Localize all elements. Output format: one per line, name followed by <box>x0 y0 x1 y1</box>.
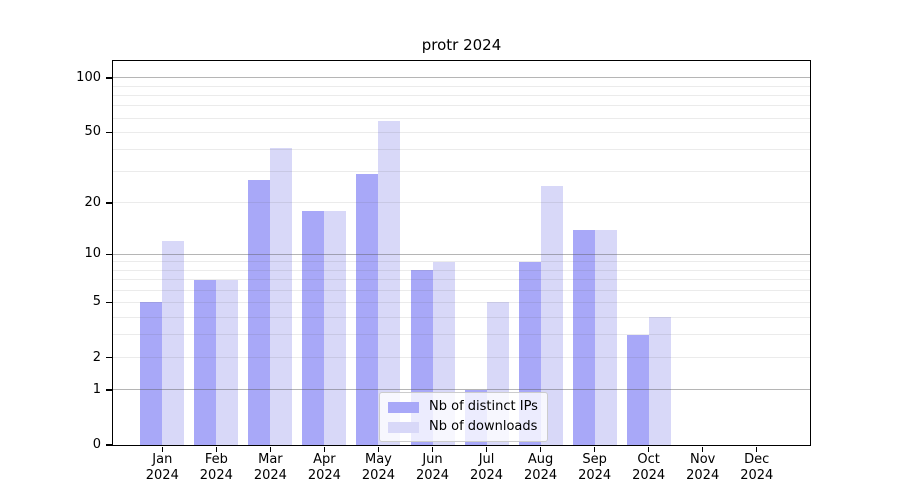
x-tick-month: Nov <box>690 452 716 467</box>
bar-downloads <box>324 210 347 445</box>
x-tick-year: 2024 <box>632 467 666 483</box>
x-tick-mark <box>755 446 758 452</box>
bar-downloads <box>540 185 563 445</box>
x-tick-label: Sep 2024 <box>567 452 623 483</box>
bar-distinct-ips <box>140 302 163 445</box>
x-tick-label: Apr 2024 <box>296 452 352 483</box>
legend-item-distinct-ips: Nb of distinct IPs <box>388 399 538 415</box>
x-tick-month: Aug <box>527 452 554 467</box>
y-tick-label: 2 <box>92 349 101 365</box>
bar-downloads <box>378 120 401 445</box>
x-tick-year: 2024 <box>524 467 558 483</box>
bar-distinct-ips <box>356 174 379 445</box>
y-tick-label: 1 <box>92 381 101 397</box>
x-tick-year: 2024 <box>740 467 774 483</box>
x-tick-month: Oct <box>637 452 660 467</box>
x-tick-mark <box>539 446 542 452</box>
x-tick-year: 2024 <box>686 467 720 483</box>
x-tick-label: Nov 2024 <box>675 452 731 483</box>
x-tick-mark <box>701 446 704 452</box>
x-tick-label: Jul 2024 <box>459 452 515 483</box>
x-tick-year: 2024 <box>199 467 233 483</box>
x-tick-month: Jun <box>422 452 443 467</box>
y-tick-mark <box>106 131 112 134</box>
legend: Nb of distinct IPs Nb of downloads <box>379 392 548 442</box>
x-tick-year: 2024 <box>307 467 341 483</box>
bar-downloads <box>594 229 617 445</box>
bar-downloads <box>162 241 185 445</box>
y-tick-mark <box>106 389 112 391</box>
x-tick-month: Apr <box>313 452 336 467</box>
x-tick-year: 2024 <box>578 467 612 483</box>
y-tick-mark <box>106 301 112 304</box>
bar-downloads <box>270 147 293 445</box>
y-tick-label: 50 <box>84 124 101 140</box>
y-tick-label: 100 <box>76 69 101 85</box>
legend-swatch-distinct-ips <box>388 401 419 413</box>
x-tick-month: Feb <box>204 452 228 467</box>
x-tick-month: Sep <box>582 452 607 467</box>
x-tick-label: Oct 2024 <box>621 452 677 483</box>
x-tick-label: Feb 2024 <box>188 452 244 483</box>
x-tick-mark <box>593 446 596 452</box>
x-tick-mark <box>269 446 272 452</box>
bar-distinct-ips <box>626 334 649 445</box>
bar-distinct-ips <box>194 279 217 445</box>
x-tick-label: Dec 2024 <box>729 452 785 483</box>
legend-item-downloads: Nb of downloads <box>388 419 538 435</box>
x-tick-mark <box>377 446 380 452</box>
y-tick-mark <box>106 202 112 204</box>
x-tick-year: 2024 <box>469 467 504 483</box>
x-tick-label: Aug 2024 <box>513 452 569 483</box>
chart-title: protr 2024 <box>421 36 502 54</box>
x-tick-year: 2024 <box>415 467 450 483</box>
x-tick-month: Dec <box>744 452 770 467</box>
y-tick-mark <box>106 444 112 446</box>
x-tick-label: Jan 2024 <box>134 452 190 483</box>
x-tick-mark <box>161 446 164 452</box>
y-tick-mark <box>106 77 112 79</box>
x-tick-mark <box>485 446 488 452</box>
x-tick-month: Mar <box>258 452 283 467</box>
x-tick-label: Jun 2024 <box>405 452 461 483</box>
x-tick-label: Mar 2024 <box>242 452 298 483</box>
x-tick-mark <box>431 446 434 452</box>
bar-downloads <box>648 317 671 445</box>
bars-layer <box>113 61 810 445</box>
x-tick-label: May 2024 <box>350 452 406 483</box>
legend-label-downloads: Nb of downloads <box>429 419 538 434</box>
bar-downloads <box>216 279 239 445</box>
y-tick-label: 0 <box>92 437 101 452</box>
bar-distinct-ips <box>302 210 325 445</box>
y-tick-label: 5 <box>92 294 101 310</box>
y-tick-mark <box>106 356 112 359</box>
x-tick-year: 2024 <box>253 467 287 483</box>
x-tick-month: Jan <box>152 452 173 467</box>
x-tick-mark <box>647 446 650 452</box>
x-tick-month: May <box>365 452 392 467</box>
x-tick-mark <box>215 446 218 452</box>
bar-distinct-ips <box>572 229 595 445</box>
x-tick-mark <box>323 446 326 452</box>
x-tick-month: Jul <box>478 452 495 467</box>
legend-label-distinct-ips: Nb of distinct IPs <box>429 399 538 414</box>
bar-distinct-ips <box>248 179 271 445</box>
legend-swatch-downloads <box>388 421 419 433</box>
y-tick-label: 20 <box>84 194 101 210</box>
x-tick-year: 2024 <box>145 467 179 483</box>
x-tick-year: 2024 <box>361 467 395 483</box>
y-tick-label: 10 <box>84 246 101 262</box>
y-tick-mark <box>106 253 112 256</box>
